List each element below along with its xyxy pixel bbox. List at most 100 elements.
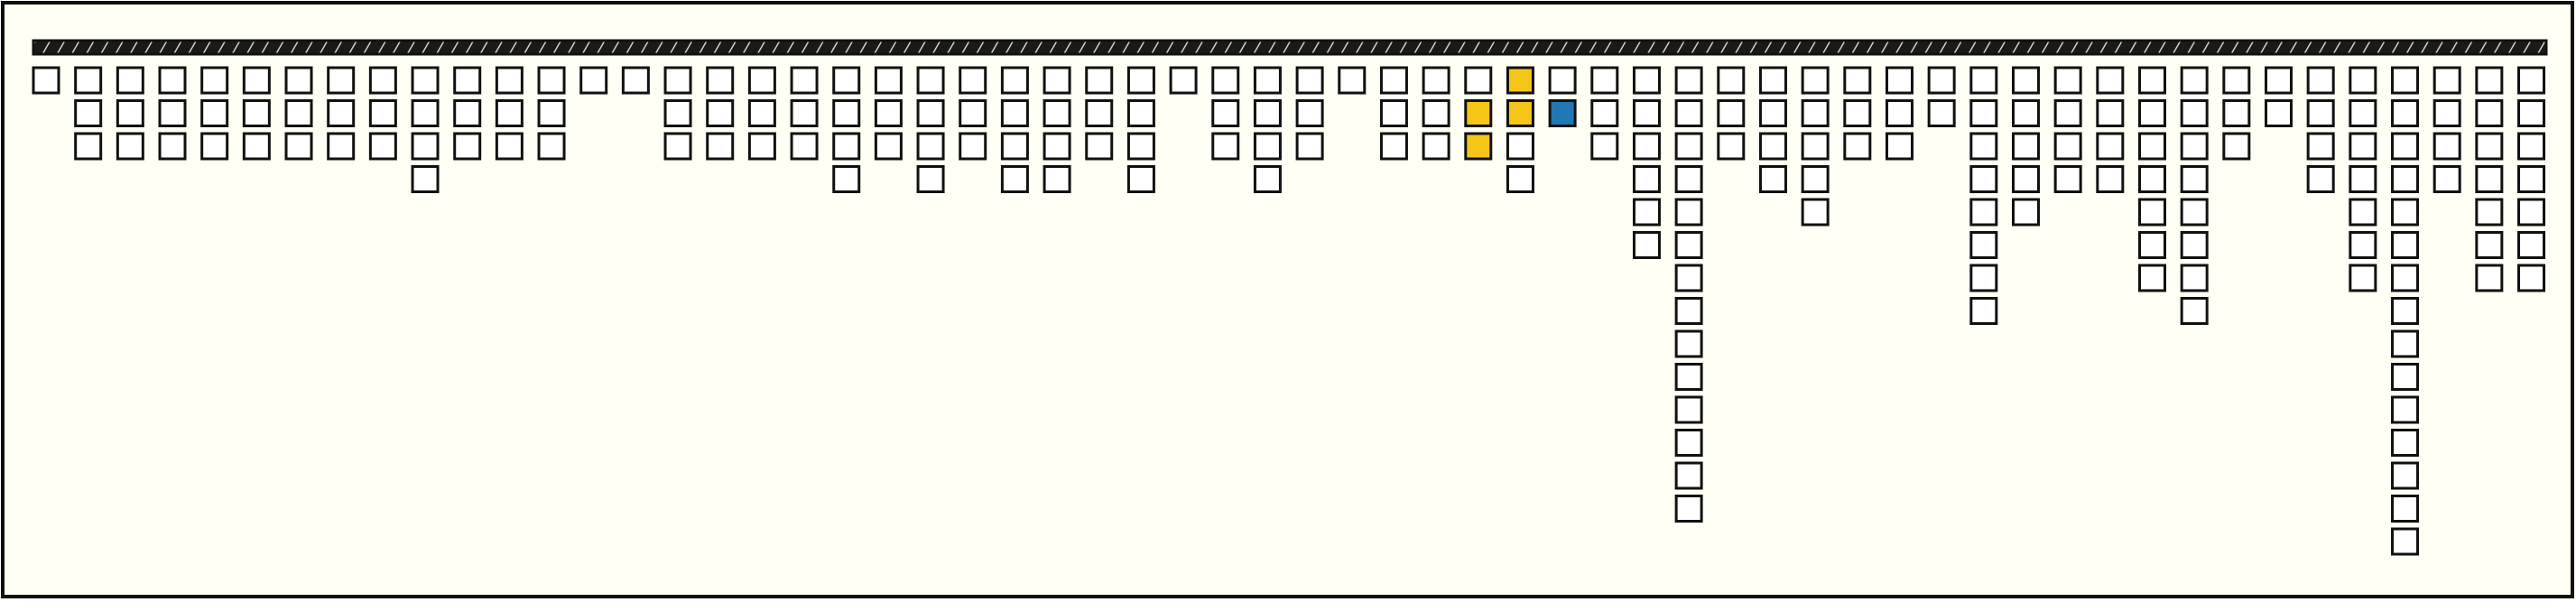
cell — [2391, 329, 2420, 358]
cell — [1126, 165, 1155, 193]
cell — [1758, 165, 1787, 193]
cell — [832, 132, 861, 161]
cell — [1253, 165, 1282, 193]
cell — [1674, 329, 1703, 358]
cell — [1042, 66, 1071, 95]
cell — [706, 66, 735, 95]
cell — [200, 66, 229, 95]
cell — [411, 132, 440, 161]
cell — [1464, 66, 1493, 95]
cell — [200, 132, 229, 161]
cell — [1590, 132, 1619, 161]
cell — [200, 99, 229, 127]
cell — [1801, 132, 1830, 161]
cell — [2432, 66, 2461, 95]
cell — [2180, 198, 2209, 227]
cell — [1295, 66, 1324, 95]
cell — [916, 132, 945, 161]
cell — [2391, 527, 2420, 556]
cell — [1211, 66, 1240, 95]
cell — [1674, 99, 1703, 127]
cell — [2475, 198, 2504, 227]
cell — [453, 99, 482, 127]
cell — [1801, 66, 1830, 95]
cell-grid — [32, 66, 2546, 556]
cell — [747, 66, 776, 95]
cell — [1590, 99, 1619, 127]
cell — [2391, 363, 2420, 391]
cell — [1506, 132, 1534, 161]
cell — [2391, 132, 2420, 161]
cell — [2391, 297, 2420, 325]
cell — [1506, 165, 1534, 193]
cell — [916, 99, 945, 127]
cell — [74, 99, 103, 127]
cell — [411, 99, 440, 127]
cell — [495, 99, 524, 127]
cell — [2349, 264, 2377, 292]
cell — [2517, 132, 2546, 161]
cell — [663, 66, 692, 95]
cell — [959, 99, 987, 127]
cell — [158, 66, 187, 95]
cell — [1674, 461, 1703, 490]
cell — [2180, 132, 2209, 161]
cell — [1253, 99, 1282, 127]
cell — [2053, 66, 2082, 95]
cell — [1085, 132, 1114, 161]
cell — [1674, 395, 1703, 424]
cell — [2306, 99, 2335, 127]
cell — [874, 66, 903, 95]
cell — [2180, 66, 2209, 95]
cell — [1422, 99, 1450, 127]
cell — [1126, 99, 1155, 127]
cell — [1674, 363, 1703, 391]
cell — [158, 132, 187, 161]
cell — [2391, 429, 2420, 457]
cell — [116, 99, 144, 127]
highlighted-cell — [1506, 66, 1534, 95]
cell — [579, 66, 608, 95]
cell — [2096, 132, 2125, 161]
highlighted-cell — [1506, 99, 1534, 127]
cell — [2222, 132, 2251, 161]
cell — [1042, 165, 1071, 193]
cell — [1758, 66, 1787, 95]
cell — [1211, 99, 1240, 127]
cell — [2053, 99, 2082, 127]
cell — [2391, 461, 2420, 490]
cell — [116, 132, 144, 161]
cell — [1632, 132, 1661, 161]
cell — [32, 66, 60, 95]
cell — [1000, 99, 1029, 127]
cell — [158, 99, 187, 127]
cell — [2096, 66, 2125, 95]
cell — [368, 99, 397, 127]
cell — [1211, 132, 1240, 161]
cell — [2475, 165, 2504, 193]
cell — [2138, 264, 2166, 292]
cell — [1338, 66, 1367, 95]
cell — [832, 99, 861, 127]
cell — [2391, 231, 2420, 259]
cell — [327, 99, 356, 127]
cell — [747, 132, 776, 161]
cell — [1085, 99, 1114, 127]
cell — [790, 99, 819, 127]
cell — [1379, 132, 1408, 161]
cell — [832, 66, 861, 95]
cell — [242, 132, 271, 161]
cell — [1674, 231, 1703, 259]
cell — [74, 132, 103, 161]
cell — [1927, 66, 1956, 95]
cell — [116, 66, 144, 95]
cell — [327, 66, 356, 95]
cell — [2517, 99, 2546, 127]
cell — [1969, 99, 1998, 127]
cell — [1674, 297, 1703, 325]
cell — [2138, 165, 2166, 193]
cell — [2138, 198, 2166, 227]
cell — [1632, 165, 1661, 193]
cell — [1758, 132, 1787, 161]
